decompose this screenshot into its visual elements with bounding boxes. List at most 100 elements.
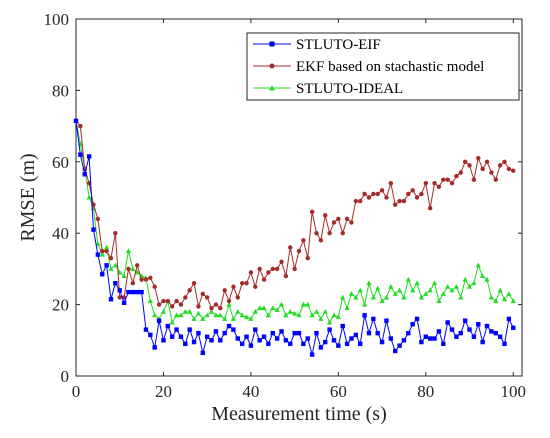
data-point <box>239 341 245 347</box>
data-point <box>322 308 328 314</box>
data-point <box>222 288 227 293</box>
data-point <box>309 312 315 318</box>
data-point <box>449 327 455 332</box>
data-point <box>476 156 481 161</box>
data-point <box>449 287 455 293</box>
data-point <box>410 287 416 293</box>
data-point <box>406 191 411 197</box>
data-point <box>108 266 114 271</box>
data-point <box>458 170 463 175</box>
data-point <box>511 168 516 173</box>
data-point <box>353 198 359 204</box>
data-point <box>397 343 402 348</box>
data-point <box>392 291 398 296</box>
data-point <box>305 255 310 261</box>
data-point <box>305 336 310 341</box>
legend-entry-ideal: STLUTO-IDEAL <box>253 81 403 97</box>
data-point <box>274 266 280 272</box>
data-point <box>222 330 227 336</box>
legend-entry-eif: STLUTO-EIF <box>253 37 381 53</box>
data-point <box>169 304 175 309</box>
data-point <box>419 191 424 197</box>
data-point <box>497 334 503 339</box>
y-tick-label: 20 <box>52 296 69 315</box>
data-point <box>121 273 127 279</box>
data-point <box>292 330 297 336</box>
y-tick-label: 40 <box>52 224 69 243</box>
data-point <box>135 263 140 268</box>
data-point <box>209 305 214 311</box>
data-point <box>244 334 249 339</box>
data-point <box>292 310 298 316</box>
series-2 <box>73 117 516 325</box>
data-point <box>436 298 442 304</box>
data-point <box>200 350 206 355</box>
data-point <box>309 352 315 357</box>
data-point <box>379 298 385 304</box>
data-point <box>418 294 425 300</box>
data-point <box>139 289 144 295</box>
data-point <box>323 213 328 218</box>
data-point <box>371 191 376 197</box>
data-point <box>230 316 237 321</box>
data-point <box>126 289 131 295</box>
data-point <box>384 318 389 323</box>
data-point <box>497 287 503 293</box>
data-point <box>178 334 184 339</box>
data-point <box>252 308 258 314</box>
data-point <box>462 318 468 323</box>
data-point <box>414 316 420 322</box>
data-point <box>183 341 188 347</box>
data-point <box>388 181 394 186</box>
data-point <box>484 323 490 329</box>
data-point <box>502 341 507 347</box>
data-point <box>91 227 96 232</box>
data-point <box>243 314 250 320</box>
data-point <box>484 159 490 164</box>
data-point <box>265 312 271 318</box>
data-point <box>95 252 101 257</box>
data-point <box>226 323 232 329</box>
data-point <box>401 294 407 300</box>
data-point <box>152 312 158 318</box>
legend-entry-ekf: EKF based on stachastic model <box>253 59 484 75</box>
data-point <box>239 280 245 286</box>
data-point <box>187 327 192 332</box>
data-point <box>441 341 446 347</box>
data-point <box>314 231 319 236</box>
data-point <box>235 295 240 300</box>
data-point <box>213 329 219 334</box>
data-point <box>301 238 306 243</box>
data-point <box>410 322 415 327</box>
data-point <box>423 291 429 296</box>
data-point <box>253 284 258 289</box>
data-point <box>349 336 354 341</box>
data-point <box>95 216 101 222</box>
series-layer <box>73 117 516 357</box>
legend-marker-ideal <box>269 85 275 91</box>
data-point <box>160 308 167 314</box>
data-point <box>388 336 394 341</box>
data-point <box>279 259 284 264</box>
data-point <box>493 298 499 304</box>
data-point <box>248 343 254 348</box>
data-point <box>266 341 271 347</box>
data-point <box>454 334 459 339</box>
data-point <box>510 298 516 304</box>
data-point <box>414 195 420 200</box>
data-point <box>231 284 236 289</box>
data-point <box>327 327 332 332</box>
data-point <box>344 305 350 311</box>
data-point <box>270 266 275 272</box>
data-point <box>331 220 337 225</box>
data-point <box>204 334 210 339</box>
data-point <box>244 280 249 286</box>
data-point <box>196 330 201 336</box>
data-point <box>222 316 228 321</box>
data-point <box>427 287 433 293</box>
y-axis-label: RMSE (m) <box>17 153 39 241</box>
data-point <box>139 277 144 282</box>
data-point <box>278 301 285 307</box>
data-point <box>471 177 477 182</box>
data-point <box>235 336 240 341</box>
